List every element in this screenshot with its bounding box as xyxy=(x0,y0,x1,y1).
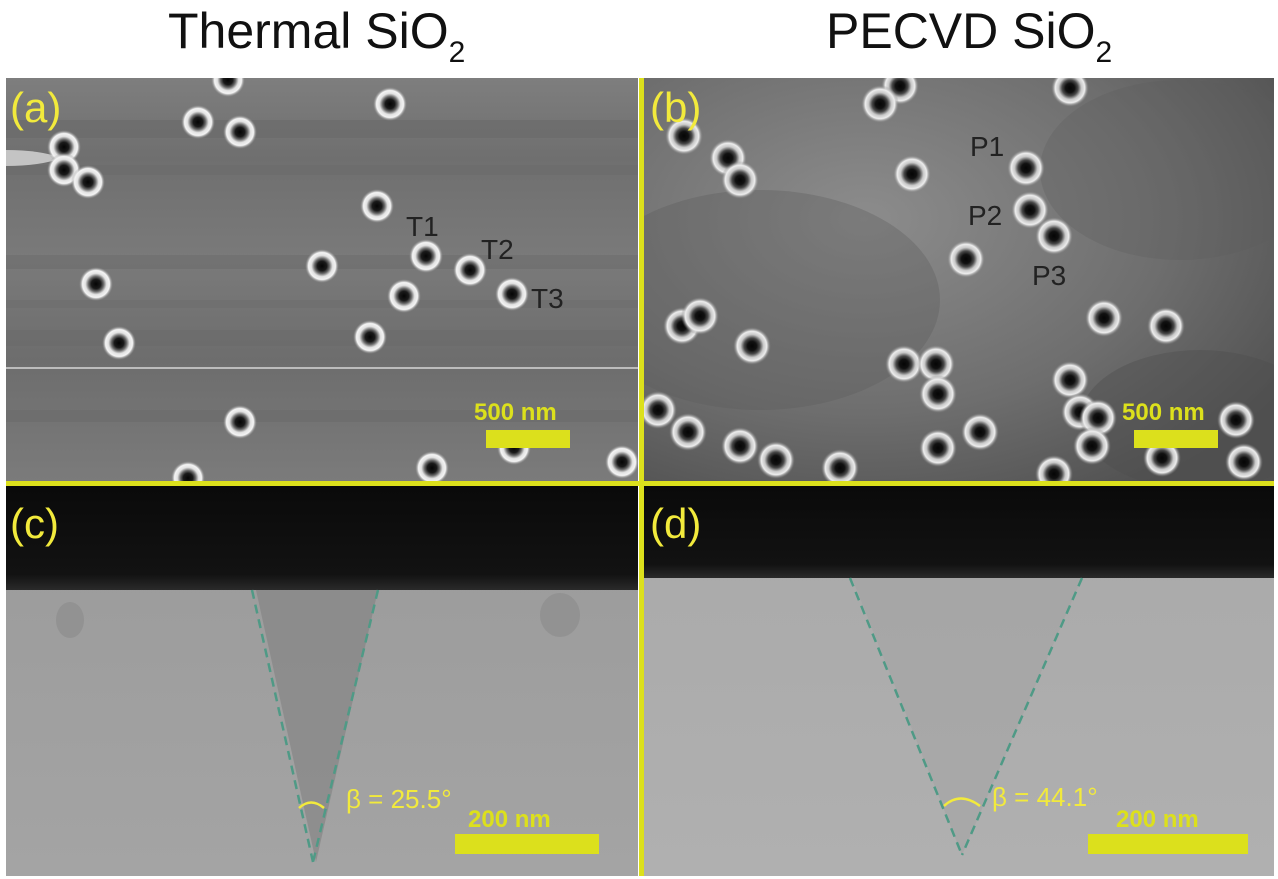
pore xyxy=(885,345,923,383)
pore xyxy=(1217,401,1255,439)
title-thermal-subscript: 2 xyxy=(448,36,466,69)
pore xyxy=(919,375,957,413)
panel-c-angle-text: β = 25.5° xyxy=(346,784,452,814)
pore xyxy=(961,413,999,451)
pore-label-p3: P3 xyxy=(1032,260,1066,291)
panel-c-scale-text: 200 nm xyxy=(468,806,551,833)
title-pecvd-main: PECVD SiO xyxy=(826,3,1096,59)
pore-label-p1: P1 xyxy=(970,131,1004,162)
panel-c-angle-arc xyxy=(298,801,325,809)
pore xyxy=(644,391,677,429)
pore xyxy=(681,297,719,335)
panel-d xyxy=(644,486,1274,876)
panel-b-scale-text: 500 nm xyxy=(1122,399,1205,426)
panel-a xyxy=(6,78,638,482)
title-pecvd-subscript: 2 xyxy=(1095,36,1113,69)
pore xyxy=(1085,299,1123,337)
pore xyxy=(605,445,638,479)
pore xyxy=(79,267,113,301)
title-thermal-sio2: Thermal SiO2 xyxy=(168,2,465,70)
panel-b-scale-bar xyxy=(1134,430,1218,448)
pore xyxy=(669,413,707,451)
pore xyxy=(223,405,257,439)
panel-b xyxy=(644,78,1274,482)
pore xyxy=(495,277,529,311)
pore xyxy=(721,161,759,199)
pore xyxy=(353,320,387,354)
pore xyxy=(373,87,407,121)
pore-label-t2: T2 xyxy=(481,234,514,265)
pore xyxy=(305,249,339,283)
panel-d-pore-cross-section xyxy=(852,578,1082,855)
pore xyxy=(919,429,957,467)
panel-a-scale-bar xyxy=(486,430,570,448)
pore xyxy=(211,78,245,97)
panel-b-pores xyxy=(644,78,1263,482)
pore xyxy=(1035,217,1073,255)
panel-c-label: (c) xyxy=(10,500,59,547)
pore xyxy=(821,449,859,482)
pore xyxy=(1143,439,1181,477)
pore xyxy=(1225,443,1263,481)
pore xyxy=(102,326,136,360)
vertical-divider xyxy=(639,78,644,876)
pore xyxy=(409,239,443,273)
pore xyxy=(721,427,759,465)
panel-c-pore-cross-section xyxy=(256,590,378,862)
pore xyxy=(1073,427,1111,465)
pore xyxy=(360,189,394,223)
pore xyxy=(665,117,703,155)
horizontal-divider xyxy=(6,481,1274,486)
panel-d-scale-bar xyxy=(1088,834,1248,854)
pore xyxy=(415,451,449,482)
panel-c-right-dashed-line xyxy=(311,589,380,863)
pore xyxy=(453,253,487,287)
pore xyxy=(1035,455,1073,482)
pore-label-p2: P2 xyxy=(968,200,1002,231)
pore xyxy=(1007,149,1045,187)
panel-d-angle-text: β = 44.1° xyxy=(992,782,1098,812)
pore xyxy=(171,461,205,482)
pore xyxy=(733,327,771,365)
panel-d-label: (d) xyxy=(650,500,701,547)
panel-b-label: (b) xyxy=(650,84,701,131)
panel-c-left-dashed-line xyxy=(250,589,315,863)
pore xyxy=(917,345,955,383)
pore xyxy=(1051,78,1089,107)
pore xyxy=(1011,191,1049,229)
panel-c-dark-layer xyxy=(6,486,638,590)
pore xyxy=(861,85,899,123)
pore xyxy=(1051,361,1089,399)
title-thermal-main: Thermal SiO xyxy=(168,3,449,59)
pore xyxy=(893,155,931,193)
pore xyxy=(947,240,985,278)
pore xyxy=(181,105,215,139)
pore xyxy=(1147,307,1185,345)
pore-label-t1: T1 xyxy=(406,211,439,242)
pore xyxy=(387,279,421,313)
pore xyxy=(71,165,105,199)
panel-b-background xyxy=(644,78,1274,482)
pore-label-t3: T3 xyxy=(531,283,564,314)
panel-d-right-dashed-line xyxy=(960,577,1084,856)
panel-d-left-dashed-line xyxy=(848,577,964,856)
pore xyxy=(223,115,257,149)
panel-a-scale-text: 500 nm xyxy=(474,399,557,426)
panel-d-angle-arc xyxy=(943,797,981,808)
panel-d-dark-layer xyxy=(644,486,1274,578)
pore xyxy=(757,441,795,479)
panel-d-scale-text: 200 nm xyxy=(1116,806,1199,833)
title-pecvd-sio2: PECVD SiO2 xyxy=(826,2,1112,70)
panel-a-label: (a) xyxy=(10,84,61,131)
panel-c xyxy=(6,486,638,876)
panel-c-scale-bar xyxy=(455,834,599,854)
panel-a-pores xyxy=(47,78,638,482)
